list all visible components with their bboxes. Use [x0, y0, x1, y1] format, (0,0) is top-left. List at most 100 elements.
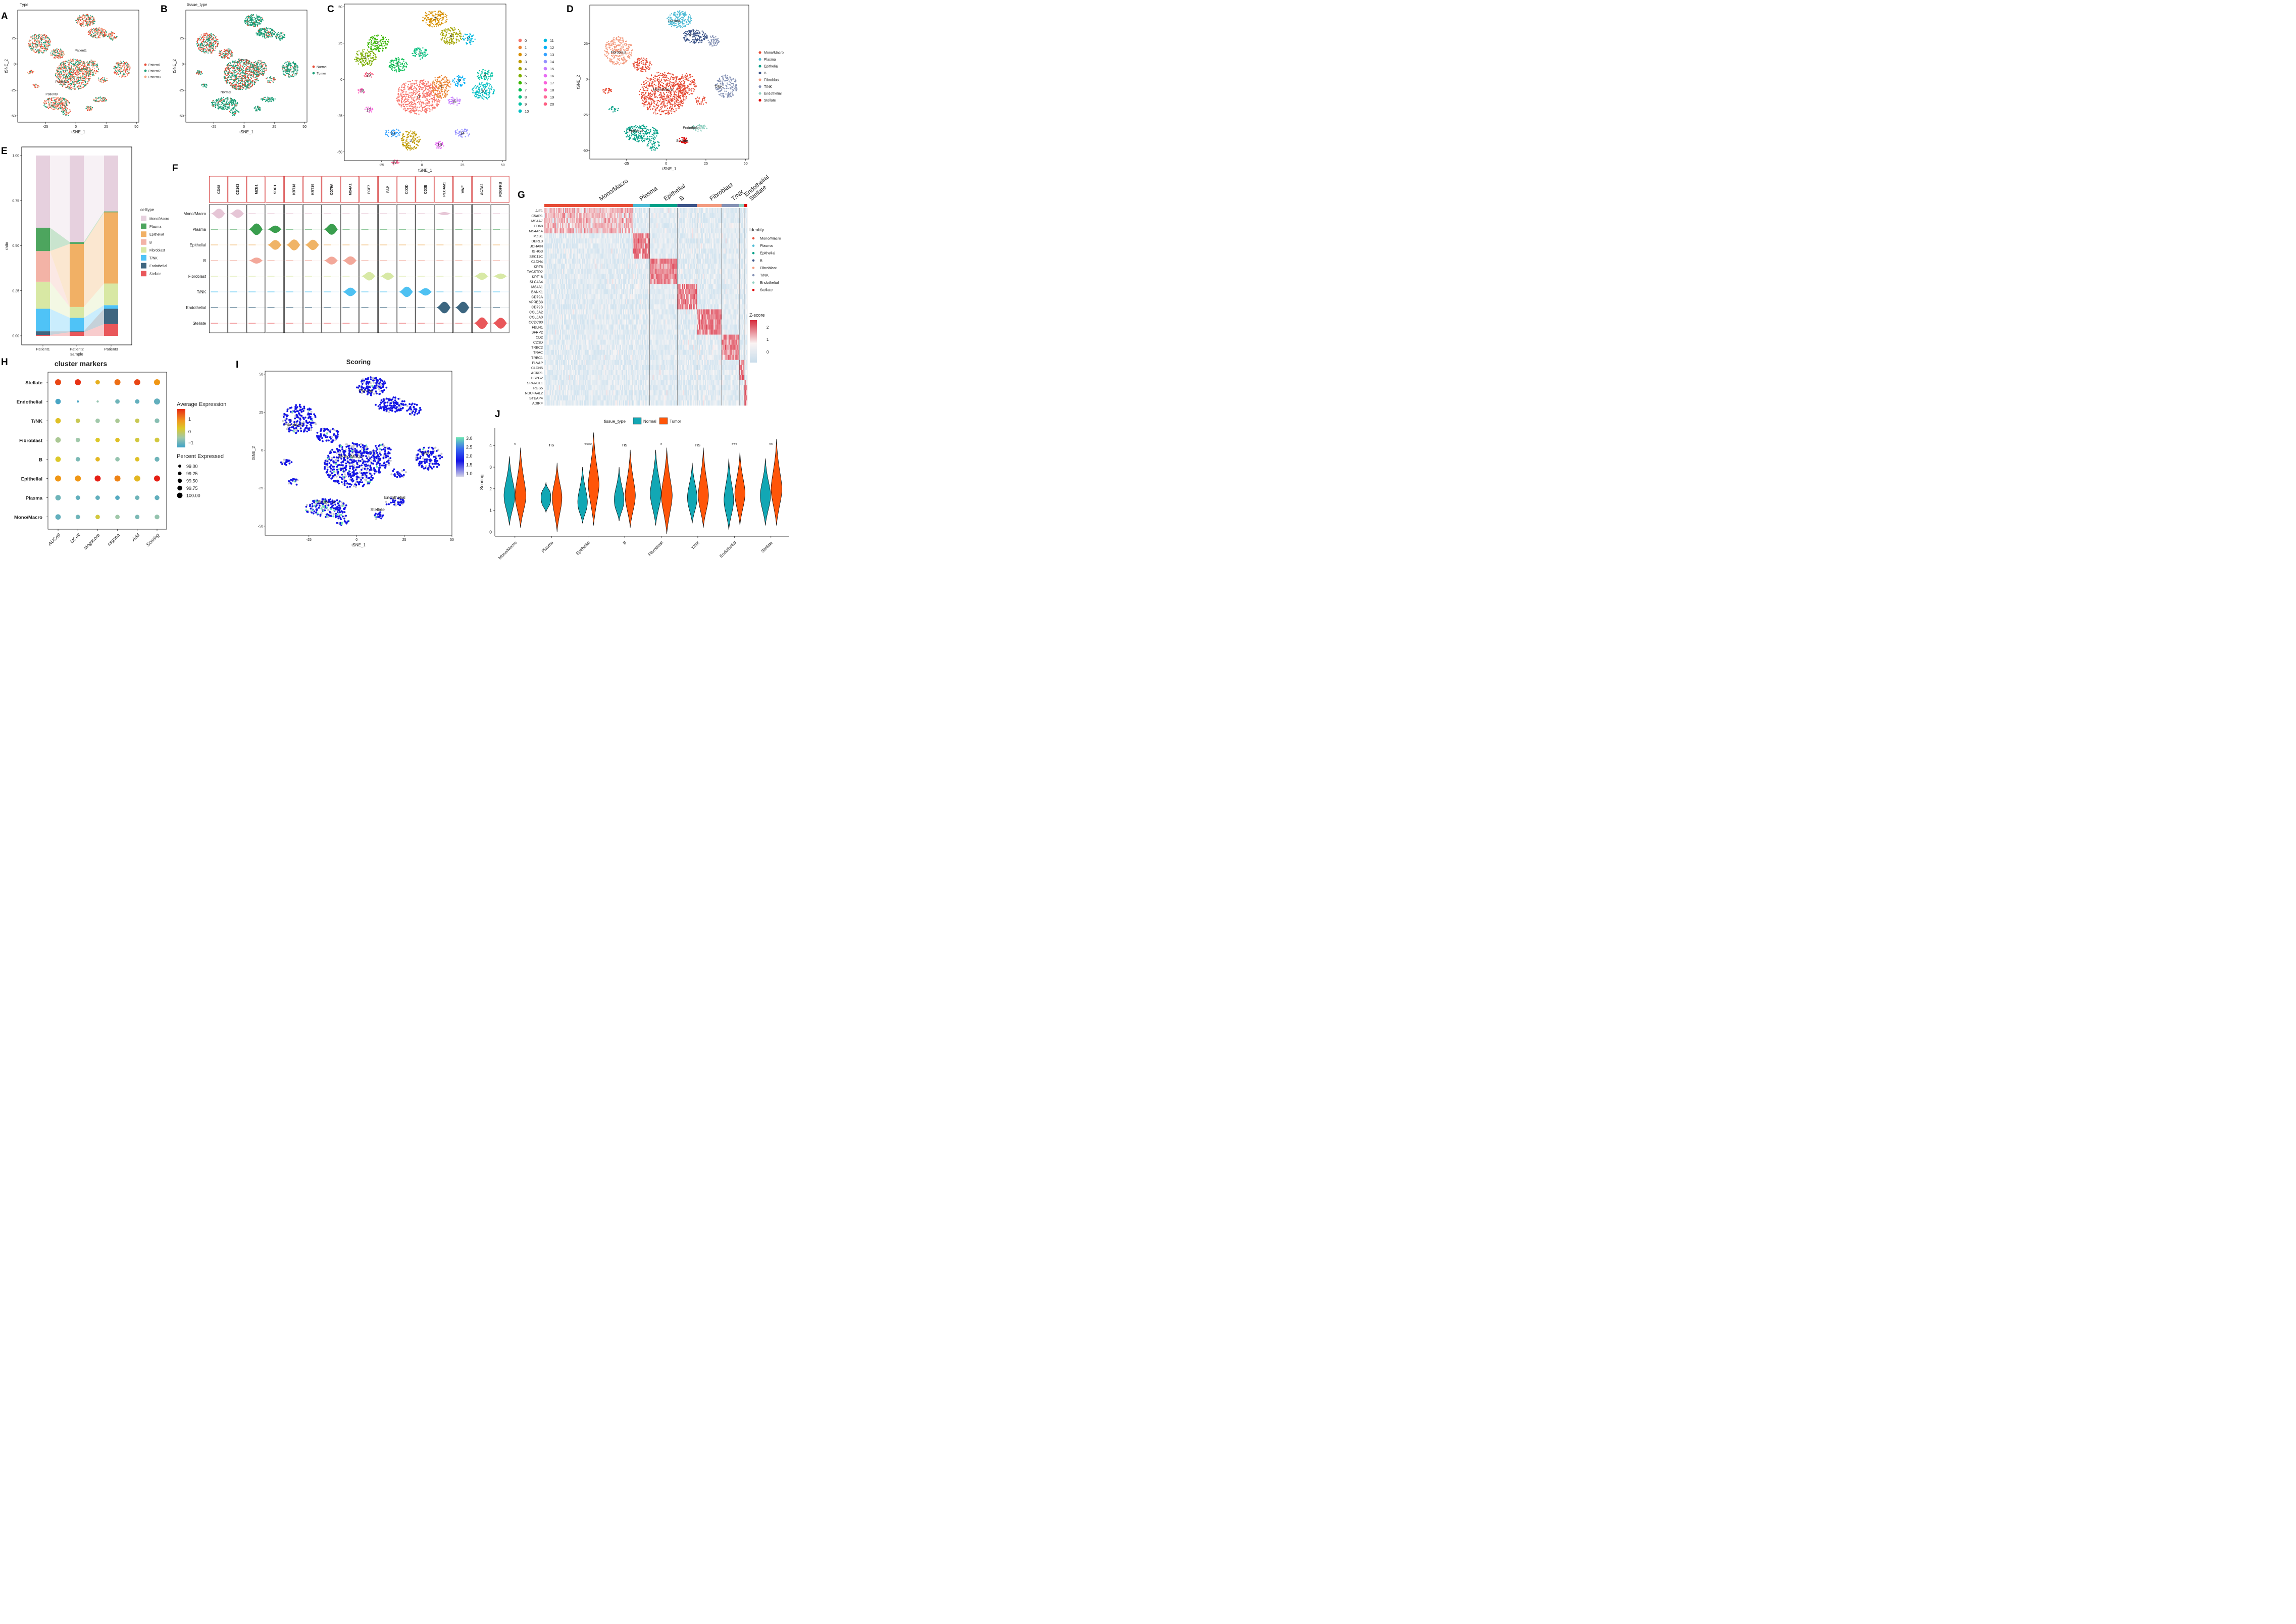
scatter-point: [60, 56, 62, 58]
scatter-point: [251, 78, 252, 79]
scatter-point: [260, 21, 261, 23]
scatter-point: [43, 52, 44, 54]
scatter-point: [81, 87, 82, 89]
scatter-point: [426, 112, 427, 114]
scatter-point: [98, 79, 99, 81]
scatter-point: [63, 54, 65, 55]
scatter-point: [43, 46, 45, 47]
annotation: Patient1: [75, 49, 87, 53]
scatter-point: [68, 84, 69, 85]
scatter-point: [264, 27, 265, 29]
legend-label: Normal: [317, 66, 328, 69]
scatter-point: [74, 85, 75, 87]
scatter-point: [61, 80, 63, 82]
scatter-point: [64, 72, 66, 73]
scatter-point: [254, 83, 256, 85]
scatter-point: [259, 20, 261, 21]
scatter-point: [260, 72, 262, 74]
scatter-point: [32, 84, 34, 85]
scatter-point: [95, 70, 97, 71]
scatter-point: [272, 35, 274, 37]
scatter-point: [206, 39, 208, 40]
panel-letter-F: F: [172, 163, 178, 174]
scatter-point: [63, 114, 64, 116]
scatter-point: [89, 69, 91, 71]
scatter-point: [267, 98, 269, 100]
scatter-point: [52, 50, 54, 52]
scatter-point: [262, 19, 264, 21]
scatter-point: [246, 71, 248, 72]
scatter-point: [126, 62, 127, 63]
scatter-point: [424, 85, 426, 87]
scatter-point: [38, 45, 40, 46]
scatter-point: [77, 20, 79, 21]
panel-letter-G: G: [518, 190, 525, 200]
scatter-point: [242, 81, 243, 83]
scatter-point: [270, 98, 271, 100]
scatter-point: [225, 53, 226, 54]
scatter-point: [258, 70, 260, 72]
scatter-point: [428, 108, 430, 110]
scatter-point: [78, 85, 80, 86]
scatter-point: [51, 50, 53, 52]
scatter-point: [238, 69, 239, 71]
scatter-point: [401, 86, 402, 88]
scatter-point: [86, 67, 88, 69]
scatter-point: [67, 108, 68, 110]
scatter-point: [422, 108, 423, 110]
scatter-point: [419, 87, 421, 89]
scatter-point: [28, 73, 30, 75]
x-tick-label: 50: [134, 125, 138, 129]
scatter-point: [418, 86, 420, 87]
scatter-point: [93, 35, 95, 36]
scatter-point: [85, 84, 87, 86]
scatter-point: [29, 40, 31, 42]
scatter-point: [228, 57, 229, 59]
scatter-point: [207, 35, 208, 37]
scatter-point: [99, 81, 101, 82]
scatter-point: [247, 84, 248, 86]
scatter-point: [248, 66, 250, 68]
scatter-point: [257, 25, 259, 27]
scatter-point: [46, 38, 48, 40]
scatter-point: [73, 83, 75, 84]
scatter-point: [411, 104, 413, 105]
scatter-point: [413, 91, 414, 93]
scatter-point: [436, 95, 437, 97]
legend-key: [144, 63, 147, 66]
scatter-point: [67, 105, 69, 106]
scatter-point: [410, 108, 412, 110]
scatter-point: [213, 40, 215, 41]
scatter-point: [291, 76, 293, 77]
scatter-point: [229, 62, 231, 63]
scatter-point: [49, 44, 51, 46]
scatter-point: [96, 67, 98, 68]
scatter-point: [66, 70, 68, 72]
scatter-point: [413, 90, 415, 91]
scatter-point: [74, 72, 75, 74]
scatter-point: [254, 79, 256, 80]
scatter-point: [86, 74, 88, 76]
scatter-point: [208, 39, 210, 40]
scatter-point: [107, 35, 109, 37]
scatter-point: [95, 73, 96, 74]
scatter-point: [421, 86, 423, 88]
scatter-point: [70, 78, 72, 79]
panel-letter-I: I: [236, 360, 238, 370]
scatter-point: [398, 99, 400, 101]
scatter-point: [68, 76, 70, 77]
scatter-point: [430, 92, 432, 94]
scatter-point: [93, 60, 95, 62]
scatter-point: [41, 44, 42, 45]
scatter-point: [74, 81, 76, 82]
scatter-point: [86, 18, 88, 20]
scatter-point: [236, 88, 238, 90]
scatter-point: [427, 86, 429, 87]
scatter-point: [403, 95, 405, 97]
scatter-point: [104, 79, 105, 81]
scatter-point: [78, 83, 80, 84]
scatter-point: [205, 86, 206, 88]
scatter-point: [202, 36, 205, 38]
scatter-point: [410, 83, 412, 84]
scatter-point: [42, 37, 43, 39]
